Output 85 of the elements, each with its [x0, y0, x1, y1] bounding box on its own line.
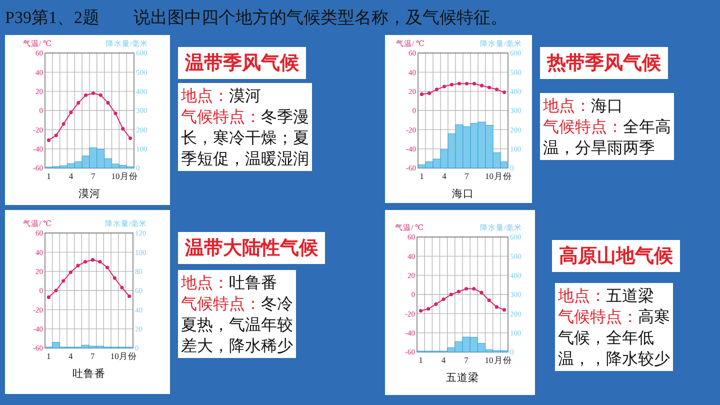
point — [106, 266, 110, 270]
text: 地点：吐鲁番 — [181, 272, 278, 294]
point — [46, 138, 51, 142]
point — [128, 136, 132, 140]
point — [84, 260, 88, 264]
x-tick-label: 7 — [464, 355, 468, 365]
text: 地点：五道梁 — [558, 285, 655, 306]
text: 高原山地气候 — [552, 240, 680, 272]
point — [121, 126, 125, 131]
x-tick-label: 7 — [91, 171, 96, 181]
point — [91, 91, 96, 96]
point — [502, 308, 506, 312]
point — [90, 258, 94, 262]
point — [464, 82, 469, 86]
point — [68, 270, 72, 274]
point — [434, 88, 439, 92]
x-tick-label: 4 — [68, 171, 74, 181]
point — [420, 92, 424, 96]
point — [464, 286, 468, 291]
point — [442, 297, 446, 302]
point — [480, 84, 484, 88]
text: 五道梁 — [446, 371, 479, 384]
point — [62, 279, 66, 283]
text: 气候特点：全年高温，分旱雨两季 — [543, 116, 671, 158]
text: 温带季风气候 — [178, 47, 306, 79]
point — [472, 82, 476, 86]
x-tick-label: 1 — [46, 171, 51, 181]
point — [98, 93, 102, 97]
point — [449, 292, 453, 296]
x-tick-label: 7 — [464, 171, 469, 181]
point — [487, 86, 492, 90]
x-tick-label: 10 — [111, 171, 120, 181]
x-tick-label: 10 — [484, 355, 494, 365]
text: P39第1、2题 说出图中四个地方的气候类型名称，及气候特征。 — [5, 7, 508, 29]
point — [62, 122, 66, 126]
point — [54, 288, 58, 292]
point — [69, 110, 73, 114]
x-axis-title: 月份 — [119, 351, 137, 361]
point — [120, 286, 124, 290]
x-axis-title: 月份 — [494, 171, 512, 181]
x-axis-title: 月份 — [120, 171, 138, 181]
point — [494, 305, 498, 309]
point — [114, 112, 118, 116]
text: 海口 — [452, 188, 474, 200]
x-tick-label: 1 — [46, 351, 51, 361]
point — [480, 290, 484, 294]
x-tick-label: 1 — [418, 355, 423, 365]
point — [450, 82, 454, 86]
text: 气候特点：冬季漫长，寒冷干燥；夏季短促，温暖湿润 — [181, 106, 309, 170]
point — [76, 101, 80, 105]
x-tick-label: 7 — [90, 351, 95, 361]
text: 热带季风气候 — [540, 47, 668, 79]
x-tick-label: 10 — [110, 351, 119, 361]
point — [434, 302, 438, 306]
point — [84, 93, 88, 97]
point — [494, 88, 499, 92]
point — [98, 260, 102, 264]
point — [128, 294, 132, 298]
point — [457, 82, 462, 86]
x-tick-label: 4 — [68, 351, 74, 361]
x-tick-label: 1 — [420, 171, 424, 181]
point — [106, 101, 110, 105]
x-tick-label: 10 — [485, 171, 494, 181]
point — [456, 290, 461, 294]
x-axis-title: 月份 — [494, 355, 512, 365]
point — [418, 308, 423, 313]
text: 气候特点：高寒气候，全年低温，，降水较少 — [558, 306, 670, 370]
text: 吐鲁番 — [72, 367, 106, 380]
text: 漠河 — [78, 187, 100, 200]
point — [112, 276, 116, 280]
text: 温带大陆性气候 — [178, 232, 325, 264]
point — [46, 295, 50, 300]
point — [472, 286, 476, 291]
point — [54, 134, 58, 138]
text: 气候特点：冬冷夏热，气温年较差大，降水稀少 — [181, 293, 293, 356]
point — [502, 90, 506, 94]
x-tick-label: 4 — [442, 171, 448, 181]
point — [427, 91, 432, 96]
text: 地点：漠河 — [181, 85, 262, 106]
x-tick-label: 4 — [441, 355, 446, 365]
point — [442, 84, 446, 88]
point — [76, 264, 80, 268]
text: 地点：海口 — [543, 95, 624, 116]
point — [426, 307, 430, 311]
point — [487, 298, 491, 302]
